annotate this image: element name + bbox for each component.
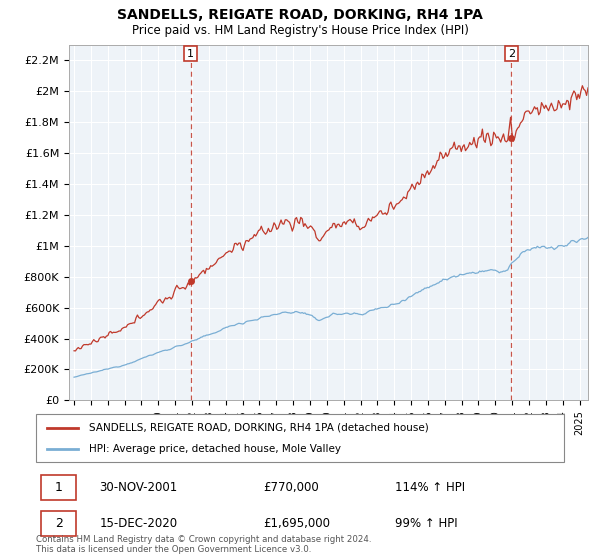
FancyBboxPatch shape [41, 475, 76, 500]
Text: Price paid vs. HM Land Registry's House Price Index (HPI): Price paid vs. HM Land Registry's House … [131, 24, 469, 36]
Text: 1: 1 [187, 49, 194, 59]
FancyBboxPatch shape [41, 511, 76, 536]
Text: SANDELLS, REIGATE ROAD, DORKING, RH4 1PA: SANDELLS, REIGATE ROAD, DORKING, RH4 1PA [117, 8, 483, 22]
Text: 2: 2 [55, 517, 62, 530]
Text: 2: 2 [508, 49, 515, 59]
Text: 99% ↑ HPI: 99% ↑ HPI [395, 517, 458, 530]
Text: 15-DEC-2020: 15-DEC-2020 [100, 517, 178, 530]
FancyBboxPatch shape [36, 414, 564, 462]
Text: HPI: Average price, detached house, Mole Valley: HPI: Average price, detached house, Mole… [89, 444, 341, 454]
Text: £770,000: £770,000 [263, 480, 319, 494]
Text: SANDELLS, REIGATE ROAD, DORKING, RH4 1PA (detached house): SANDELLS, REIGATE ROAD, DORKING, RH4 1PA… [89, 423, 428, 433]
Text: 1: 1 [55, 480, 62, 494]
Text: 114% ↑ HPI: 114% ↑ HPI [395, 480, 465, 494]
Text: 30-NOV-2001: 30-NOV-2001 [100, 480, 178, 494]
Text: £1,695,000: £1,695,000 [263, 517, 330, 530]
Text: Contains HM Land Registry data © Crown copyright and database right 2024.
This d: Contains HM Land Registry data © Crown c… [36, 535, 371, 554]
